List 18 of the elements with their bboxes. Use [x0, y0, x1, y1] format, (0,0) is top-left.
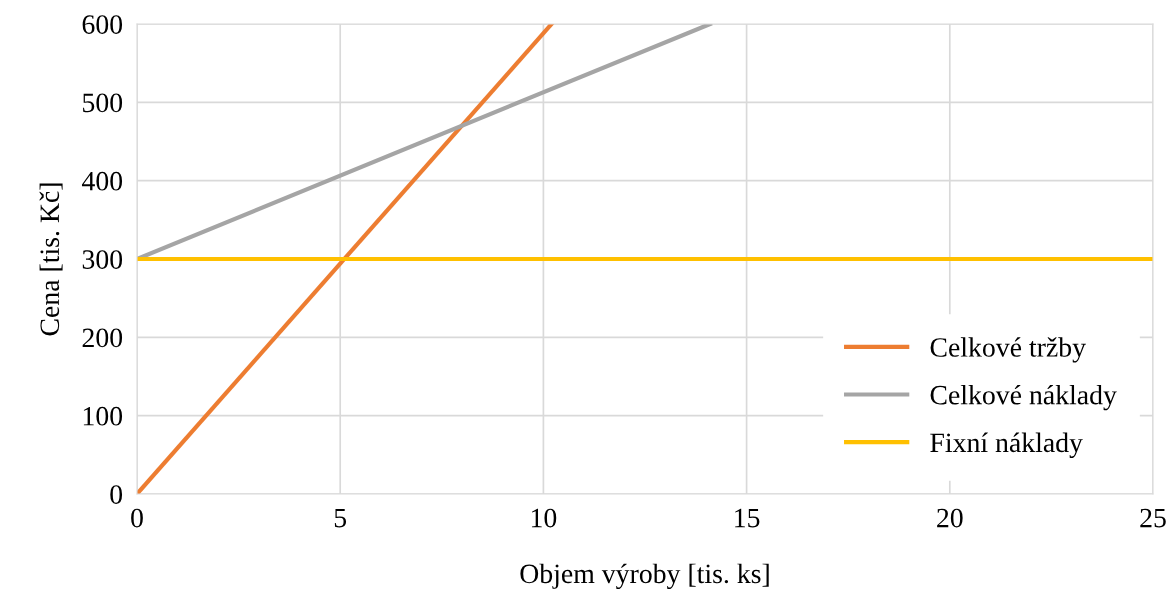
x-tick-label: 15 [735, 508, 760, 528]
x-axis-title: Objem výroby [tis. ks] [520, 563, 769, 589]
legend-label: Fixní náklady [930, 432, 1083, 458]
y-axis-title: Cena [tis. Kč] [39, 183, 63, 336]
y-tick-label: 400 [81, 171, 123, 191]
x-tick-label: 0 [131, 508, 143, 528]
y-tick-label: 600 [82, 15, 123, 34]
x-tick-label: 20 [937, 508, 963, 528]
y-tick-label: 0 [110, 485, 123, 504]
x-tick-label: 10 [531, 508, 557, 528]
x-tick-label: 25 [1140, 508, 1166, 528]
y-tick-label: 200 [82, 328, 123, 348]
x-tick-label: 5 [334, 508, 347, 528]
y-tick-label: 300 [82, 250, 123, 269]
legend-label: Celkové tržby [930, 337, 1086, 363]
y-tick-label: 500 [83, 93, 123, 113]
y-tick-label: 100 [83, 406, 123, 426]
legend-label: Celkové náklady [930, 384, 1117, 411]
